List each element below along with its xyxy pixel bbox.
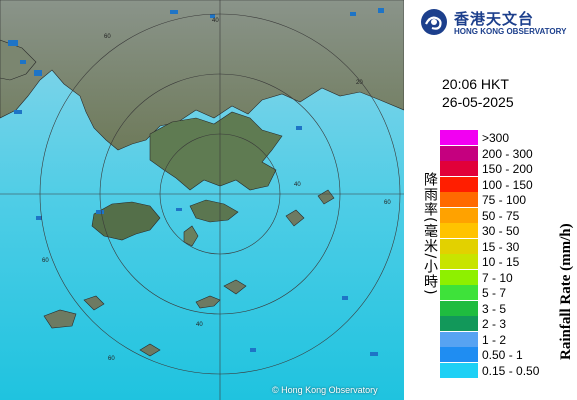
legend-item: 0.50 - 1 — [440, 347, 570, 362]
island-south-5 — [139, 343, 161, 357]
echo — [8, 40, 18, 46]
legend-title-cn: 降雨率(毫米/小時) — [422, 172, 438, 296]
legend-swatch — [440, 300, 478, 316]
legend-swatch — [440, 130, 478, 145]
echo — [350, 12, 356, 16]
echo — [34, 70, 42, 76]
ring-label: 40 — [294, 182, 301, 188]
ring-label: 60 — [104, 34, 111, 40]
legend-range-label: 200 - 300 — [482, 146, 533, 161]
legend-swatch — [440, 161, 478, 176]
legend-range-label: 1 - 2 — [482, 332, 507, 347]
legend-item: 0.15 - 0.50 — [440, 362, 570, 378]
ring-label: 60 — [108, 356, 115, 362]
legend-item: 3 - 5 — [440, 300, 570, 316]
legend-item: >300 — [440, 130, 570, 145]
island-south-1 — [43, 309, 77, 329]
radar-echoes — [8, 8, 384, 356]
legend-range-label: 0.50 - 1 — [482, 348, 523, 362]
legend-item: 100 - 150 — [440, 176, 570, 192]
legend-range-label: 50 - 75 — [482, 208, 520, 223]
legend-range-label: >300 — [482, 131, 510, 145]
legend-range-label: 100 - 150 — [482, 177, 533, 192]
hko-emblem-icon — [421, 9, 447, 35]
legend-title-en: Rainfall Rate (mm/h) — [558, 223, 574, 360]
hko-logo[interactable]: 香港天文台 HONG KONG OBSERVATORY — [414, 6, 574, 40]
echo — [20, 60, 26, 64]
logo-name-cn: 香港天文台 — [454, 10, 535, 28]
west-coast — [0, 39, 37, 81]
ring-label: 60 — [42, 258, 49, 264]
legend-swatch — [440, 269, 478, 285]
legend-swatch — [440, 347, 478, 362]
observation-date: 26-05-2025 — [442, 94, 514, 110]
ring-label: 40 — [212, 18, 219, 24]
legend-item: 2 - 3 — [440, 316, 570, 331]
legend-item: 200 - 300 — [440, 145, 570, 161]
island-south-4 — [223, 279, 247, 295]
legend-swatch — [440, 331, 478, 347]
echo — [342, 296, 348, 300]
island-south-3 — [195, 295, 221, 309]
legend-swatch — [440, 145, 478, 161]
echo — [210, 14, 215, 18]
legend-range-label: 10 - 15 — [482, 255, 520, 269]
legend-item: 50 - 75 — [440, 207, 570, 223]
legend-item: 15 - 30 — [440, 238, 570, 254]
legend-range-label: 0.15 - 0.50 — [482, 363, 540, 378]
radar-image: 60 40 20 60 40 60 40 60 — [0, 0, 404, 400]
legend-swatch — [440, 192, 478, 207]
echo — [370, 352, 378, 356]
legend-item: 75 - 100 — [440, 192, 570, 207]
legend-range-label: 2 - 3 — [482, 317, 507, 331]
island-east-2 — [317, 189, 335, 205]
echo — [176, 208, 182, 211]
side-panel: 香港天文台 HONG KONG OBSERVATORY 20:06 HKT 26… — [404, 0, 577, 400]
legend-item: 10 - 15 — [440, 254, 570, 269]
legend-range-label: 3 - 5 — [482, 301, 507, 316]
legend-range-label: 5 - 7 — [482, 286, 507, 300]
ring-labels: 60 40 20 60 40 60 40 60 — [42, 18, 391, 362]
range-rings — [0, 0, 404, 400]
radar-map: 60 40 20 60 40 60 40 60 © Hong Kong Obse… — [0, 0, 404, 400]
observation-time: 20:06 HKT — [442, 76, 509, 92]
logo-name-en: HONG KONG OBSERVATORY — [454, 27, 567, 36]
legend-range-label: 7 - 10 — [482, 270, 513, 285]
ring-label: 60 — [384, 200, 391, 206]
legend-item: 1 - 2 — [440, 331, 570, 347]
ring-label: 20 — [356, 80, 363, 86]
legend-item: 7 - 10 — [440, 269, 570, 285]
lamma-island — [183, 225, 199, 247]
legend-item: 5 - 7 — [440, 285, 570, 300]
lantau-island — [91, 201, 161, 241]
ring-label: 40 — [196, 322, 203, 328]
legend-swatch — [440, 362, 478, 378]
legend-range-label: 150 - 200 — [482, 162, 533, 176]
echo — [36, 216, 42, 220]
legend-swatch — [440, 223, 478, 238]
legend-swatch — [440, 285, 478, 300]
island-east-1 — [285, 209, 305, 227]
echo — [96, 210, 104, 214]
legend-swatch — [440, 176, 478, 192]
legend-swatch — [440, 254, 478, 269]
echo — [378, 8, 384, 13]
echo — [170, 10, 178, 14]
legend-swatch — [440, 316, 478, 331]
legend-range-label: 15 - 30 — [482, 239, 520, 254]
legend-swatch — [440, 207, 478, 223]
legend-range-label: 30 - 50 — [482, 224, 520, 238]
echo — [250, 348, 256, 352]
legend-item: 30 - 50 — [440, 223, 570, 238]
island-south-2 — [83, 295, 105, 311]
rainfall-legend: >300 200 - 300 150 - 200 100 - 150 75 - 100 5… — [440, 130, 570, 378]
echo — [296, 126, 302, 130]
echo — [14, 110, 22, 114]
legend-range-label: 75 - 100 — [482, 193, 527, 207]
legend-swatch — [440, 238, 478, 254]
legend-item: 150 - 200 — [440, 161, 570, 176]
copyright-notice: © Hong Kong Observatory — [272, 385, 378, 395]
hong-kong-island — [189, 199, 239, 223]
